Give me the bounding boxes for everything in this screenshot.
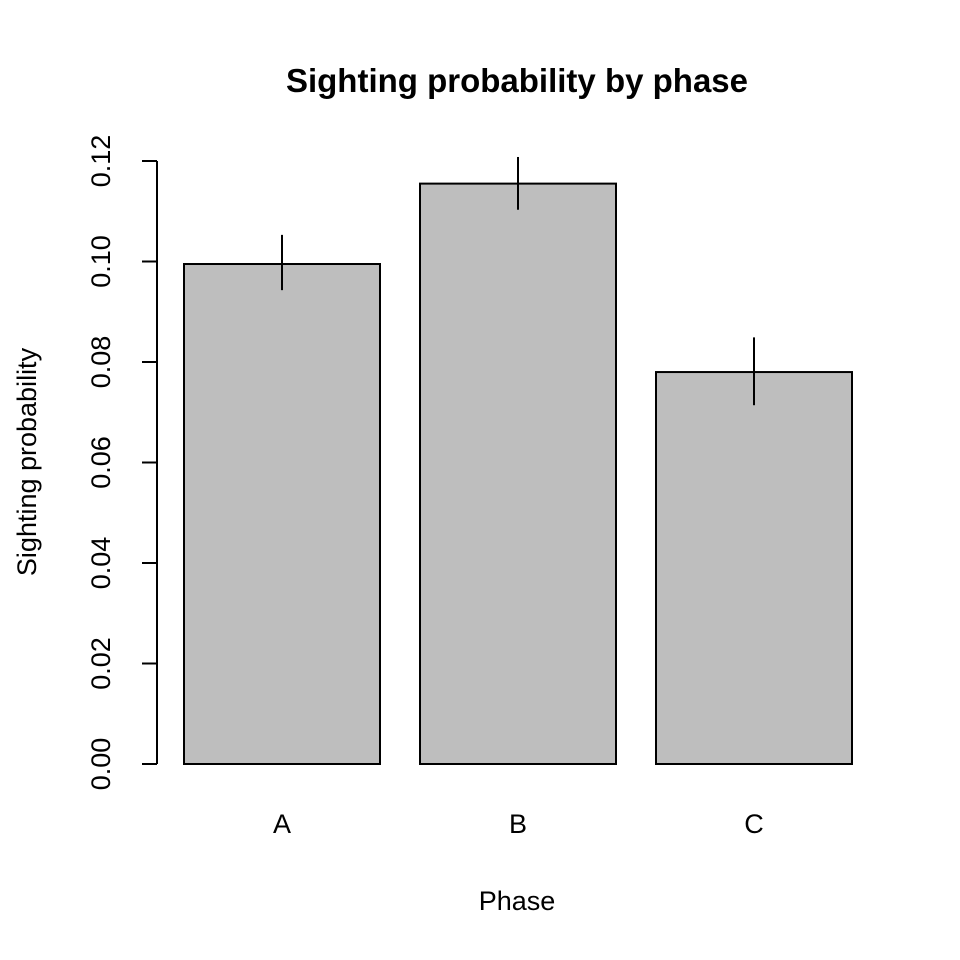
y-tick-label-0.06: 0.06 <box>86 436 116 489</box>
y-tick-label-0.04: 0.04 <box>86 537 116 590</box>
y-tick-label-0.00: 0.00 <box>86 738 116 791</box>
y-tick-label-0.08: 0.08 <box>86 336 116 389</box>
x-tick-label-A: A <box>273 809 291 839</box>
y-tick-label-0.12: 0.12 <box>86 135 116 188</box>
bar-A <box>183 263 381 765</box>
x-tick-label-B: B <box>509 809 527 839</box>
error-bars <box>281 156 755 406</box>
y-tick-label-0.10: 0.10 <box>86 235 116 288</box>
x-tick-label-C: C <box>744 809 764 839</box>
bar-C <box>655 371 853 765</box>
y-axis-label: Sighting probability <box>12 347 42 576</box>
x-axis-label: Phase <box>479 886 556 916</box>
chart-title: Sighting probability by phase <box>286 62 748 99</box>
y-axis: 0.00 0.02 0.04 0.06 0.08 0.10 0.12 <box>86 135 158 791</box>
y-tick-label-0.02: 0.02 <box>86 637 116 690</box>
bar-B <box>419 182 617 766</box>
bars <box>183 182 853 766</box>
x-axis-tick-labels: A B C <box>273 809 764 839</box>
